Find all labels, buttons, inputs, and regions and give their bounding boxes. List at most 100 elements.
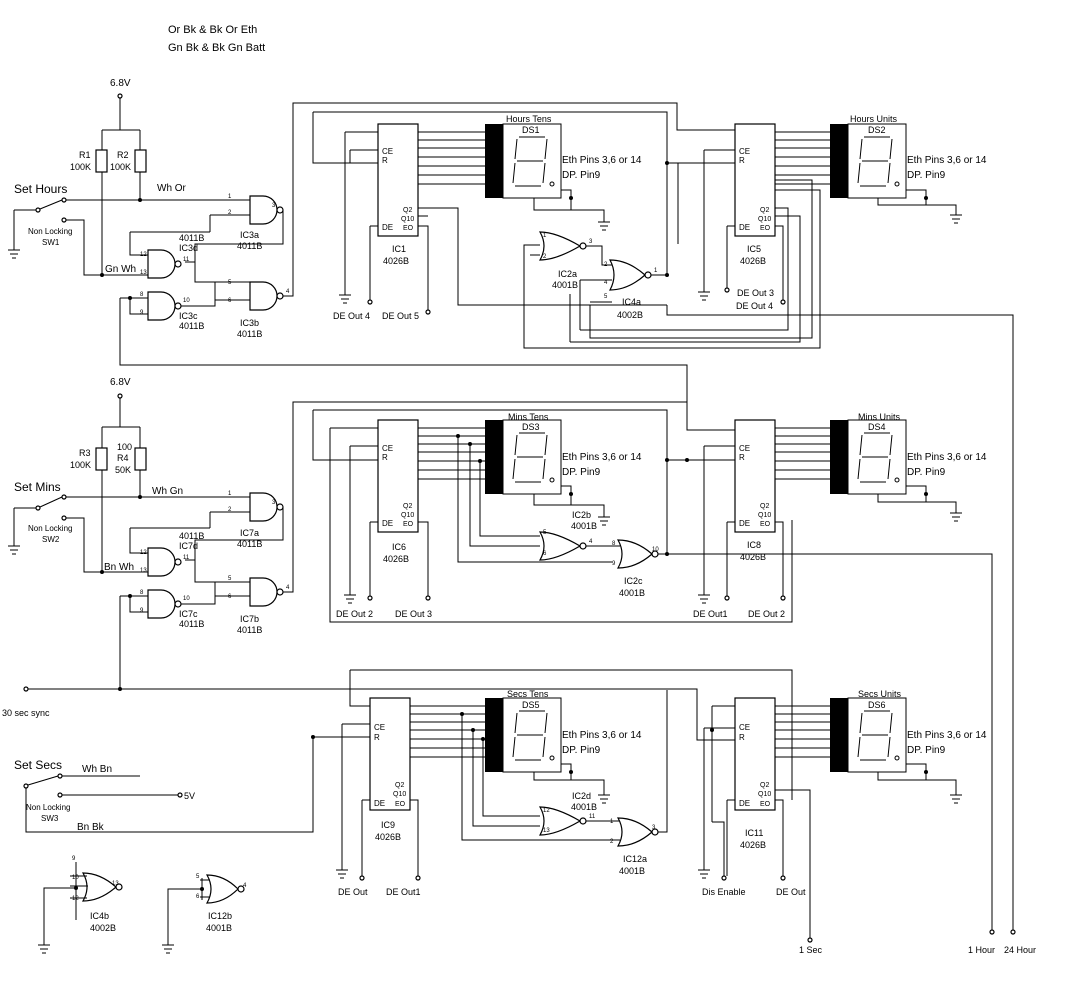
- ds3-eth-note: Eth Pins 3,6 or 14: [562, 452, 642, 463]
- svg-text:8: 8: [140, 292, 144, 298]
- gate-ic4a: [609, 259, 646, 291]
- gate-ic3a-name: IC3a: [240, 230, 259, 240]
- switch-secs-type: Non Locking: [26, 803, 70, 812]
- svg-text:2: 2: [610, 839, 614, 845]
- ds4-eth-note: Eth Pins 3,6 or 14: [907, 452, 987, 463]
- svg-text:3: 3: [589, 239, 593, 245]
- svg-text:EO: EO: [760, 521, 771, 528]
- ds1-dp-note: DP. Pin9: [562, 170, 601, 181]
- svg-text:EO: EO: [395, 801, 406, 808]
- note-line-1: Or Bk & Bk Or Eth: [168, 24, 257, 36]
- ds4-pin-block: [830, 420, 848, 494]
- svg-text:6: 6: [543, 551, 547, 557]
- svg-text:8: 8: [140, 590, 144, 596]
- gate-ic7d-name: IC7d: [179, 541, 198, 551]
- svg-text:9: 9: [140, 608, 144, 614]
- svg-text:DE: DE: [739, 223, 750, 232]
- svg-text:12: 12: [140, 550, 147, 556]
- svg-text:10: 10: [652, 547, 659, 553]
- wire-secs-bottom: Bn Bk: [77, 822, 105, 833]
- gate-ic3a: [249, 195, 278, 225]
- r3-value: 100K: [70, 460, 91, 470]
- ds3-pin-block: [485, 420, 503, 494]
- hours-set-circuit: 6.8V R1 100K R2 100K Set Hours Wh Or Gn …: [8, 78, 284, 301]
- gate-ic7c: [147, 589, 176, 619]
- ic6-part: 4026B: [383, 554, 409, 564]
- svg-text:R: R: [739, 453, 745, 462]
- gate-ic4b-part: 4002B: [90, 923, 116, 933]
- wire-hours-bottom: Gn Wh: [105, 264, 136, 275]
- r3-name: R3: [79, 448, 91, 458]
- resistor-r1: [95, 149, 108, 173]
- de-out1-label-9: DE Out1: [386, 887, 421, 897]
- svg-text:Q2: Q2: [760, 207, 769, 214]
- svg-text:R: R: [382, 453, 388, 462]
- svg-text:5: 5: [228, 280, 232, 286]
- switch-mins-id: SW2: [42, 535, 60, 544]
- ds4-name: DS4: [868, 422, 886, 432]
- gate-ic2c-part: 4001B: [619, 588, 645, 598]
- gate-ic3a-part: 4011B: [237, 241, 262, 251]
- svg-text:11: 11: [183, 257, 190, 263]
- mins-set-circuit: 6.8V R3 100K 100 R4 50K Set Mins Wh Gn B…: [8, 377, 284, 597]
- de-out-3-label: DE Out 3: [737, 288, 774, 298]
- counter-ic11: [734, 697, 776, 811]
- svg-text:2: 2: [228, 210, 232, 216]
- ds2-pin-block: [830, 124, 848, 198]
- gate-ic7d-part: 4011B: [179, 531, 204, 541]
- gate-ic2c: [616, 539, 653, 569]
- svg-text:2: 2: [543, 254, 547, 260]
- svg-text:13: 13: [112, 881, 119, 887]
- gate-ic12a: [616, 817, 653, 847]
- gate-ic4a-part: 4002B: [617, 310, 643, 320]
- output-terminals: 1 Sec 1 Hour 24 Hour: [799, 929, 1036, 955]
- ds1-name: DS1: [522, 125, 540, 135]
- svg-text:Q10: Q10: [758, 216, 771, 223]
- svg-text:1: 1: [654, 268, 658, 274]
- svg-text:6: 6: [196, 894, 200, 900]
- mins-tens-counter: IC6 4026B CE R DE Q2 Q10 EO DE Out 2 DE …: [312, 409, 793, 623]
- wire-mins-top: Wh Gn: [152, 486, 183, 497]
- ds3-title: Mins Tens: [508, 412, 549, 422]
- ds2-title: Hours Units: [850, 114, 898, 124]
- gate-ic2a-name: IC2a: [558, 269, 577, 279]
- gate-ic2b-name: IC2b: [572, 510, 591, 520]
- ic9-name: IC9: [381, 820, 395, 830]
- svg-text:4: 4: [243, 883, 247, 889]
- ds6-eth-note: Eth Pins 3,6 or 14: [907, 730, 987, 741]
- de-out1-label: DE Out1: [693, 609, 728, 619]
- gate-ic3d-part: 4011B: [179, 233, 204, 243]
- svg-text:Q2: Q2: [403, 503, 412, 510]
- gate-ic7a-part: 4011B: [237, 539, 262, 549]
- ds1-title: Hours Tens: [506, 114, 552, 124]
- de-out-4b-label: DE Out 4: [736, 301, 773, 311]
- switch-secs-id: SW3: [41, 814, 59, 823]
- ds6-dp-note: DP. Pin9: [907, 745, 946, 756]
- svg-text:5: 5: [543, 530, 547, 536]
- gate-ic2d-name: IC2d: [572, 791, 591, 801]
- ic11-part: 4026B: [740, 840, 766, 850]
- svg-text:3: 3: [272, 500, 276, 506]
- ic1-part: 4026B: [383, 256, 409, 266]
- ic9-part: 4026B: [375, 832, 401, 842]
- svg-text:DE: DE: [382, 223, 393, 232]
- svg-text:Q2: Q2: [760, 503, 769, 510]
- gate-ic3b: [249, 281, 278, 311]
- gate-ic7d: [147, 547, 176, 577]
- counter-ic8: [734, 419, 776, 533]
- svg-text:Q2: Q2: [395, 782, 404, 789]
- gate-ic3c: [147, 291, 176, 321]
- ds6-title: Secs Units: [858, 689, 902, 699]
- gate-ic2a-part: 4001B: [552, 280, 578, 290]
- de-out-3b-label: DE Out 3: [395, 609, 432, 619]
- ds1-eth-note: Eth Pins 3,6 or 14: [562, 155, 642, 166]
- svg-text:Q10: Q10: [758, 512, 771, 519]
- de-out-label-11: DE Out: [776, 887, 806, 897]
- svg-text:10: 10: [183, 596, 190, 602]
- svg-text:DE: DE: [382, 519, 393, 528]
- svg-text:EO: EO: [760, 801, 771, 808]
- svg-text:2: 2: [228, 507, 232, 513]
